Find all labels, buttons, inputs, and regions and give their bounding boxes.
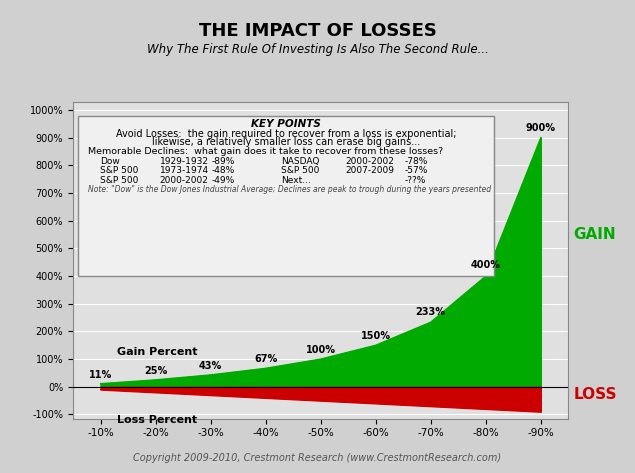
Text: 1973-1974: 1973-1974 xyxy=(160,166,209,175)
Text: KEY POINTS: KEY POINTS xyxy=(251,119,321,129)
Text: Why The First Rule Of Investing Is Also The Second Rule...: Why The First Rule Of Investing Is Also … xyxy=(147,43,488,56)
Text: 1929-1932: 1929-1932 xyxy=(160,157,209,166)
Text: NASDAQ: NASDAQ xyxy=(281,157,319,166)
Text: 400%: 400% xyxy=(471,260,501,270)
Text: 2000-2002: 2000-2002 xyxy=(345,157,394,166)
Text: GAIN: GAIN xyxy=(573,228,616,242)
Text: Memorable Declines:  what gain does it take to recover from these losses?: Memorable Declines: what gain does it ta… xyxy=(88,147,443,156)
Text: 11%: 11% xyxy=(89,370,112,380)
Text: -49%: -49% xyxy=(211,175,235,184)
Text: Loss Percent: Loss Percent xyxy=(117,415,197,425)
Text: S&P 500: S&P 500 xyxy=(100,175,138,184)
Text: 2000-2002: 2000-2002 xyxy=(160,175,208,184)
Text: 25%: 25% xyxy=(144,366,167,376)
Text: -89%: -89% xyxy=(211,157,235,166)
Text: 43%: 43% xyxy=(199,361,222,371)
Text: LOSS: LOSS xyxy=(573,387,617,403)
Text: 2007-2009: 2007-2009 xyxy=(345,166,394,175)
Text: Next...: Next... xyxy=(281,175,311,184)
Text: Note: "Dow" is the Dow Jones Industrial Average; Declines are peak to trough dur: Note: "Dow" is the Dow Jones Industrial … xyxy=(88,185,491,194)
Text: 900%: 900% xyxy=(526,123,556,133)
Text: 150%: 150% xyxy=(361,332,391,342)
Text: S&P 500: S&P 500 xyxy=(281,166,319,175)
Text: Avoid Losses:  the gain required to recover from a loss is exponential;: Avoid Losses: the gain required to recov… xyxy=(116,129,457,139)
Text: -57%: -57% xyxy=(405,166,428,175)
Text: 233%: 233% xyxy=(416,307,446,317)
Text: -??%: -??% xyxy=(405,175,426,184)
Text: Copyright 2009-2010, Crestmont Research (www.CrestmontResearch.com): Copyright 2009-2010, Crestmont Research … xyxy=(133,453,502,463)
Text: 100%: 100% xyxy=(305,345,336,355)
Text: -78%: -78% xyxy=(405,157,428,166)
FancyBboxPatch shape xyxy=(78,116,494,276)
Text: THE IMPACT OF LOSSES: THE IMPACT OF LOSSES xyxy=(199,22,436,40)
Text: Gain Percent: Gain Percent xyxy=(117,347,197,357)
Text: Dow: Dow xyxy=(100,157,120,166)
Text: likewise, a relatively smaller loss can erase big gains...: likewise, a relatively smaller loss can … xyxy=(152,137,420,147)
Text: -48%: -48% xyxy=(211,166,235,175)
Text: S&P 500: S&P 500 xyxy=(100,166,138,175)
Text: 67%: 67% xyxy=(254,354,277,364)
